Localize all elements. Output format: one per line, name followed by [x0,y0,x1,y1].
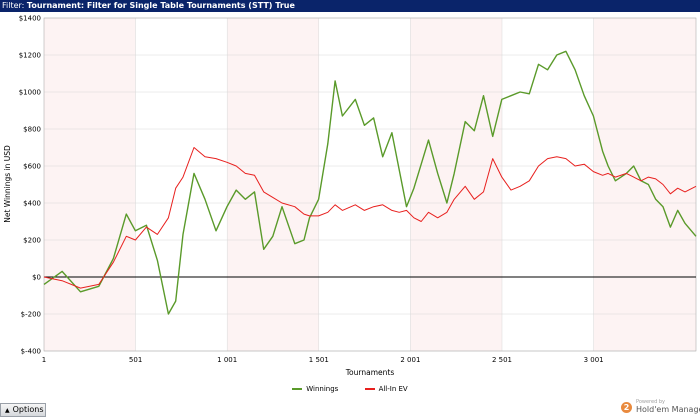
band [318,18,411,351]
x-tick-label: 1 501 [309,356,329,364]
legend-swatch-allin-ev [364,388,375,390]
x-tick-label: 501 [129,356,142,364]
hm2-badge-icon: 2 [621,402,632,413]
series-line-winnings [43,50,697,315]
x-tick-label: 2 501 [492,356,512,364]
y-tick-label: $1200 [19,52,41,60]
y-axis-label: Net Winnings in USD [3,145,12,223]
alternating-bands [44,18,696,351]
band [44,18,136,351]
chart-legend: Winnings All-In EV [0,385,700,393]
legend-label-allin-ev: All-In EV [378,385,408,393]
options-button[interactable]: ▲ Options [0,403,46,417]
x-tick-label: 3 001 [584,356,604,364]
filter-label: Filter: [2,1,25,10]
band [593,18,696,351]
x-tick-label: 1 001 [217,356,237,364]
x-axis-ticks: 1 501 1 001 1 501 2 001 2 501 3 001 [42,356,604,364]
legend-swatch-winnings [292,388,303,390]
band [501,18,594,351]
filter-value: Tournament: Filter for Single Table Tour… [26,1,295,10]
plot-frame [43,17,697,352]
y-tick-label: $600 [23,163,41,171]
x-axis-label: Tournaments [345,368,395,377]
options-label: Options [12,405,44,414]
y-tick-label: $-400 [21,348,41,356]
y-tick-label: $1000 [19,89,41,97]
brand-name: Hold'em Manager [636,405,700,414]
y-tick-label: $400 [23,200,41,208]
y-tick-label: $800 [23,126,41,134]
band [227,18,319,351]
y-axis-ticks: $-400 $-200 $0 $200 $400 $600 $800 $1000 $1200 $1… [19,15,41,356]
brand-powered-by: Powered by [636,399,665,405]
y-tick-label: $-200 [21,311,41,319]
series-lines [43,50,697,315]
winnings-chart: $-400 $-200 $0 $200 $400 $600 $800 $1000 $1200 $1… [3,15,697,377]
band [410,18,502,351]
legend-item-allin-ev: All-In EV [364,385,408,393]
y-tick-label: $1400 [19,15,41,23]
x-tick-label: 1 [42,356,46,364]
filter-bar: Filter: Tournament: Filter for Single Ta… [0,0,700,12]
legend-item-winnings: Winnings [292,385,338,393]
y-tick-label: $0 [32,274,41,282]
band [135,18,228,351]
x-tick-label: 2 001 [400,356,420,364]
series-line-allin-ev [43,147,697,289]
expand-arrow-icon: ▲ [5,407,10,414]
y-tick-label: $200 [23,237,41,245]
legend-label-winnings: Winnings [306,385,339,393]
